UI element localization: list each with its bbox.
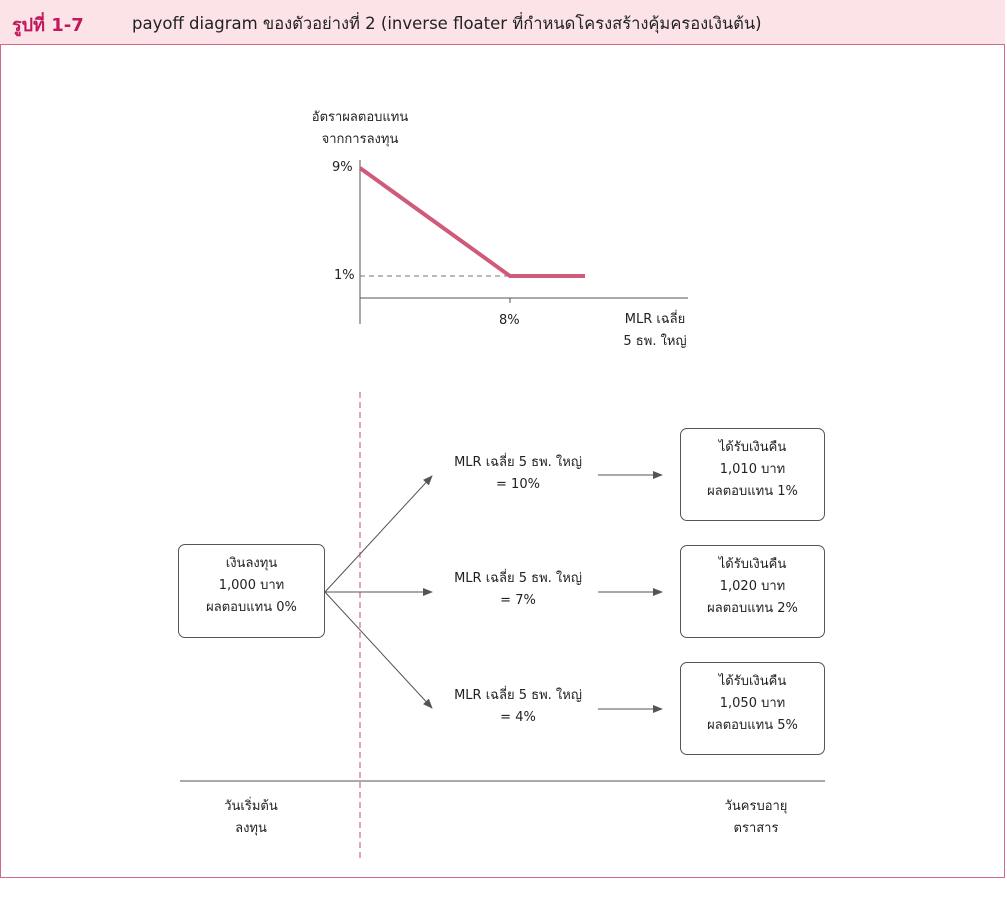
result-1-line2: 1,010 บาท (719, 462, 786, 477)
scenario-condition-1: MLR เฉลี่ย 5 ธพ. ใหญ่ = 10% (430, 452, 606, 496)
condition-1-line1: MLR เฉลี่ย 5 ธพ. ใหญ่ (454, 455, 582, 470)
branch-arrow-up (324, 475, 433, 593)
result-2-line2: 1,020 บาท (719, 579, 786, 594)
scenario-condition-2: MLR เฉลี่ย 5 ธพ. ใหญ่ = 7% (430, 568, 606, 612)
x-axis-label-line2: 5 ธพ. ใหญ่ (623, 334, 687, 349)
timeline-start-label: วันเริ่มต้น ลงทุน (196, 796, 306, 840)
x-axis-label: MLR เฉลี่ย 5 ธพ. ใหญ่ (600, 309, 710, 353)
condition-3-line2: = 4% (500, 710, 536, 725)
condition-1-line2: = 10% (496, 477, 540, 492)
timeline-start-line2: ลงทุน (235, 821, 267, 836)
x-tick-label: 8% (499, 313, 520, 328)
timeline-start-line1: วันเริ่มต้น (224, 799, 278, 814)
scenario-result-box-2: ได้รับเงินคืน 1,020 บาท ผลตอบแทน 2% (680, 545, 825, 638)
condition-2-line2: = 7% (500, 593, 536, 608)
result-2-line3: ผลตอบแทน 2% (707, 601, 798, 616)
result-1-line3: ผลตอบแทน 1% (707, 484, 798, 499)
branch-arrow-down (324, 591, 433, 709)
scenario-condition-3: MLR เฉลี่ย 5 ธพ. ใหญ่ = 4% (430, 685, 606, 729)
x-axis-label-line1: MLR เฉลี่ย (624, 312, 686, 327)
y-tick-high: 9% (332, 160, 353, 175)
condition-3-line1: MLR เฉลี่ย 5 ธพ. ใหญ่ (454, 688, 582, 703)
start-box-line3: ผลตอบแทน 0% (206, 600, 297, 615)
condition-2-line1: MLR เฉลี่ย 5 ธพ. ใหญ่ (454, 571, 582, 586)
start-box-line2: 1,000 บาท (218, 578, 285, 593)
result-3-line1: ได้รับเงินคืน (718, 674, 787, 689)
y-axis-label: อัตราผลตอบแทน จากการลงทุน (300, 107, 420, 151)
result-1-line1: ได้รับเงินคืน (718, 440, 787, 455)
y-axis-label-line1: อัตราผลตอบแทน (311, 110, 409, 125)
start-box-line1: เงินลงทุน (225, 556, 278, 571)
result-3-line3: ผลตอบแทน 5% (707, 718, 798, 733)
result-2-line1: ได้รับเงินคืน (718, 557, 787, 572)
payoff-series-line (358, 166, 585, 278)
start-investment-box: เงินลงทุน 1,000 บาท ผลตอบแทน 0% (178, 544, 325, 638)
timeline-end-label: วันครบอายุ ตราสาร (696, 796, 816, 840)
timeline-end-line2: ตราสาร (733, 821, 779, 836)
scenario-result-box-3: ได้รับเงินคืน 1,050 บาท ผลตอบแทน 5% (680, 662, 825, 755)
figure-header: รูปที่ 1-7 payoff diagram ของตัวอย่างที่… (0, 0, 1005, 45)
result-3-line2: 1,050 บาท (719, 696, 786, 711)
y-axis-label-line2: จากการลงทุน (321, 132, 399, 147)
figure-title: payoff diagram ของตัวอย่างที่ 2 (inverse… (132, 14, 762, 33)
scenario-result-box-1: ได้รับเงินคืน 1,010 บาท ผลตอบแทน 1% (680, 428, 825, 521)
figure-label: รูปที่ 1-7 (12, 15, 84, 36)
timeline-end-line1: วันครบอายุ (724, 799, 788, 814)
y-tick-low: 1% (334, 268, 355, 283)
